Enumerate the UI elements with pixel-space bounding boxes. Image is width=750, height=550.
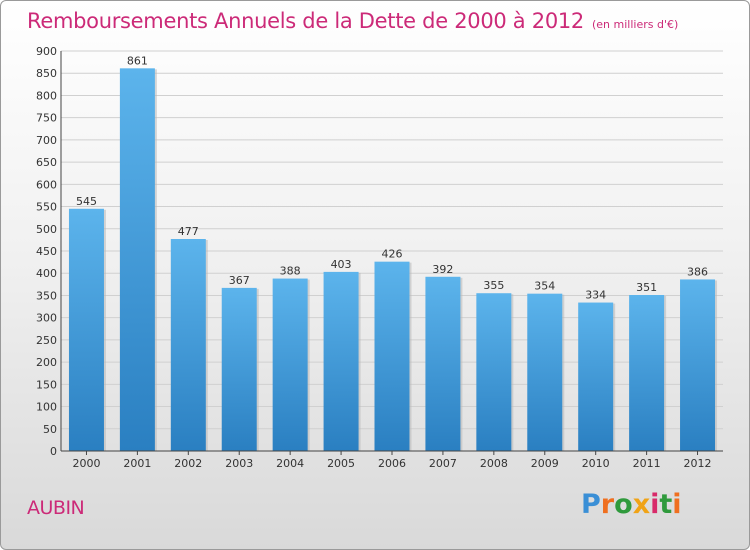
bar-value-label: 355 [483,279,504,292]
bar [425,276,461,451]
x-tick-label: 2008 [480,457,508,470]
bar [170,239,206,451]
y-tick-label: 100 [36,401,57,414]
bar-value-label: 354 [534,280,555,293]
bar [578,302,614,451]
y-tick-label: 850 [36,67,57,80]
logo-letter: P [581,489,601,520]
y-tick-label: 450 [36,245,57,258]
bar-value-label: 403 [331,258,352,271]
x-tick-label: 2006 [378,457,406,470]
bar [476,293,512,451]
bar [629,295,665,451]
proxiti-logo: Proxiti [581,489,682,520]
chart-title: Remboursements Annuels de la Dette de 20… [27,9,678,33]
bar [272,278,308,451]
logo-letter: i [672,489,682,520]
bar-value-label: 861 [127,54,148,67]
commune-name: AUBIN [27,497,85,519]
x-tick-label: 2000 [72,457,100,470]
bar [221,287,257,451]
x-tick-label: 2001 [123,457,151,470]
bar-value-label: 334 [585,289,606,302]
bar [323,271,359,451]
x-tick-label: 2003 [225,457,253,470]
y-tick-label: 0 [50,445,57,458]
x-tick-label: 2002 [174,457,202,470]
y-tick-label: 400 [36,267,57,280]
x-tick-label: 2005 [327,457,355,470]
x-tick-label: 2009 [531,457,559,470]
y-tick-label: 150 [36,378,57,391]
bar [374,261,410,451]
bar [68,208,104,451]
logo-letter: t [659,489,673,520]
y-tick-label: 800 [36,89,57,102]
bar-value-label: 477 [178,225,199,238]
y-tick-label: 500 [36,223,57,236]
bar-value-label: 388 [280,265,301,278]
y-tick-label: 250 [36,334,57,347]
bar-value-label: 386 [687,265,708,278]
bar-value-label: 392 [432,263,453,276]
chart-title-text: Remboursements Annuels de la Dette de 20… [27,9,584,33]
x-tick-label: 2010 [582,457,610,470]
x-tick-label: 2011 [633,457,661,470]
y-tick-label: 700 [36,134,57,147]
bar-value-label: 545 [76,195,97,208]
bar-value-label: 426 [382,248,403,261]
y-tick-label: 350 [36,289,57,302]
y-tick-label: 900 [36,45,57,58]
bar [680,279,716,451]
bar-value-label: 351 [636,281,657,294]
bar [119,68,155,451]
logo-letter: x [632,489,651,520]
bar [527,293,563,451]
y-tick-label: 650 [36,156,57,169]
logo-letter: i [650,489,660,520]
y-tick-label: 750 [36,112,57,125]
bar-value-label: 367 [229,274,250,287]
logo-letter: r [600,489,615,520]
x-tick-label: 2012 [684,457,712,470]
x-tick-label: 2004 [276,457,304,470]
y-tick-label: 300 [36,312,57,325]
logo-letter: o [614,489,633,520]
x-tick-label: 2007 [429,457,457,470]
y-tick-label: 550 [36,201,57,214]
chart-subtitle: (en milliers d'€) [592,18,679,31]
y-tick-label: 600 [36,178,57,191]
y-tick-label: 200 [36,356,57,369]
y-tick-label: 50 [43,423,57,436]
